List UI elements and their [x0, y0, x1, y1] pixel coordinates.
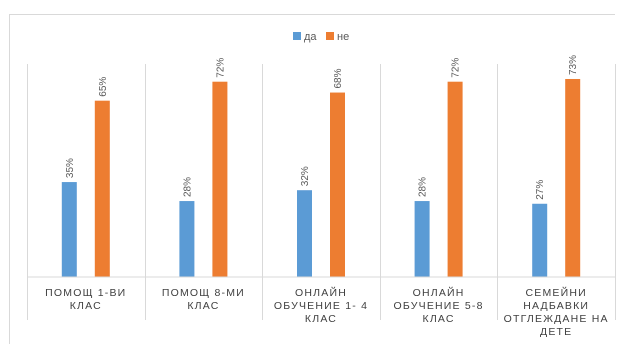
category-label: ОНЛАЙН — [413, 286, 465, 299]
data-label: 72% — [451, 58, 462, 78]
data-label: 73% — [568, 55, 579, 75]
legend-label-ne: не — [337, 31, 349, 43]
category-label: НАДБАВКИ — [523, 300, 589, 312]
data-label: 32% — [300, 166, 311, 186]
category-label: ОНЛАЙН — [295, 286, 347, 299]
category-label: ОБУЧЕНИЕ 5-8 — [394, 300, 484, 312]
bar-ne — [447, 81, 463, 277]
data-label: 68% — [333, 68, 344, 88]
data-label: 72% — [215, 58, 226, 78]
category-label: ОТГЛЕЖДАНЕ НА — [504, 313, 609, 325]
chart-frame — [9, 14, 615, 344]
bar-da — [414, 201, 430, 277]
legend-label-da: да — [304, 31, 317, 43]
category-label: ПОМОЩ 8-МИ — [162, 287, 245, 299]
category-label: КЛАС — [423, 313, 455, 325]
bar-da — [532, 203, 548, 277]
bar-da — [179, 201, 195, 277]
legend-swatch-ne — [326, 32, 334, 40]
category-label: СЕМЕЙНИ — [525, 286, 586, 299]
legend: да не — [293, 31, 349, 43]
bar-da — [61, 182, 77, 277]
bar-ne — [565, 78, 581, 277]
bar-ne — [330, 92, 345, 277]
data-label: 35% — [65, 158, 76, 178]
category-label: ОБУЧЕНИЕ 1- 4 — [274, 300, 368, 312]
data-labels-group: 35% 65% 28% 72% 32% 68% 28% 72% 27% 73% — [65, 55, 579, 200]
bars-group — [61, 78, 581, 277]
category-label: ДЕТЕ — [540, 326, 572, 338]
category-label: КЛАС — [70, 300, 102, 312]
bar-ne — [212, 81, 228, 277]
bar-da — [297, 190, 312, 277]
category-label: КЛАС — [187, 300, 219, 312]
bar-ne — [94, 100, 110, 277]
category-label: КЛАС — [305, 313, 337, 325]
data-label: 27% — [535, 180, 546, 200]
category-label: ПОМОЩ 1-ВИ — [45, 287, 126, 299]
data-label: 28% — [182, 177, 193, 197]
category-dividers — [27, 64, 616, 320]
legend-swatch-da — [293, 32, 301, 40]
data-label: 28% — [418, 177, 429, 197]
data-label: 65% — [98, 77, 109, 97]
